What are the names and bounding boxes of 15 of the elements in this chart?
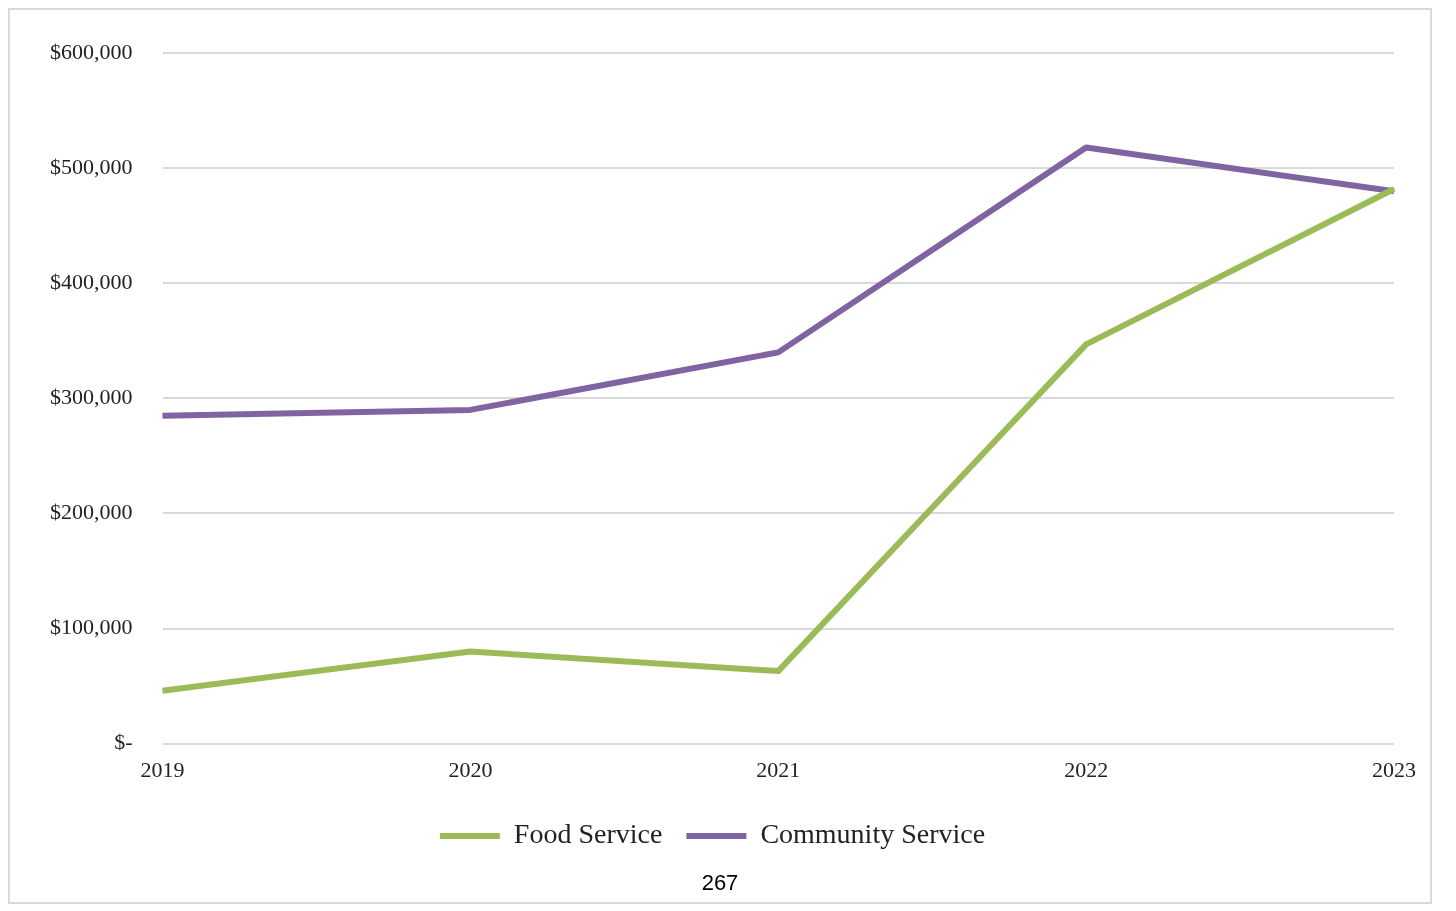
y-tick-label: $-	[114, 729, 133, 755]
y-tick-label: $100,000	[50, 614, 133, 640]
legend-label: Food Service	[513, 818, 663, 850]
x-tick-label: 2023	[1372, 756, 1416, 782]
legend-label: Community Service	[760, 818, 986, 850]
y-tick-label: $300,000	[50, 384, 133, 410]
x-tick-label: 2019	[140, 756, 185, 782]
x-tick-label: 2020	[448, 756, 493, 782]
x-tick-label: 2021	[756, 756, 801, 782]
y-tick-label: $500,000	[50, 154, 133, 180]
x-tick-label: 2022	[1064, 756, 1109, 782]
y-tick-label: $400,000	[50, 269, 133, 295]
y-tick-label: $200,000	[50, 499, 133, 525]
y-tick-label: $600,000	[50, 38, 133, 64]
text: 267	[700, 870, 740, 897]
